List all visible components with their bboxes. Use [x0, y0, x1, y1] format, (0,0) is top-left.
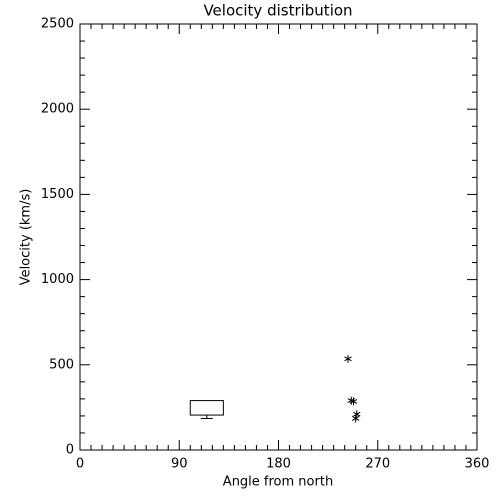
y-tick-label: 2000	[41, 102, 74, 117]
x-tick-label: 180	[266, 457, 291, 472]
x-tick-label: 0	[76, 457, 84, 472]
y-axis-label: Velocity (km/s)	[19, 189, 34, 286]
star-marker	[353, 410, 361, 419]
y-tick-label: 1000	[41, 272, 74, 287]
x-tick-label: 270	[365, 457, 390, 472]
chart-title: Velocity distribution	[203, 2, 352, 20]
y-tick-label: 1500	[41, 187, 74, 202]
star-marker	[344, 354, 352, 363]
box	[189, 400, 224, 416]
plot-frame	[79, 23, 478, 451]
y-tick-label: 2500	[41, 17, 74, 32]
y-tick-label: 0	[66, 443, 74, 458]
star-marker	[349, 397, 358, 406]
x-tick-label: 360	[465, 457, 490, 472]
x-axis-label: Angle from north	[223, 475, 333, 490]
y-tick-label: 500	[49, 357, 74, 372]
star-marker	[351, 414, 360, 423]
x-tick-label: 90	[171, 457, 188, 472]
